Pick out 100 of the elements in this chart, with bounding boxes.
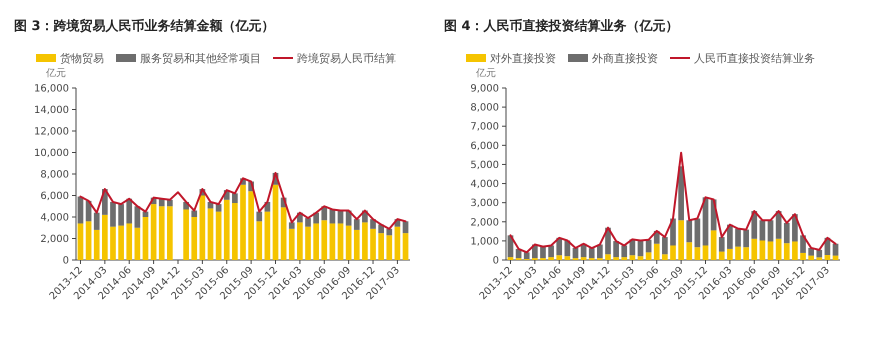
bar — [743, 230, 749, 248]
bar — [686, 242, 692, 260]
bar — [588, 248, 595, 258]
bar — [158, 206, 165, 260]
y-tick-label: 16,000 — [34, 84, 69, 94]
bar — [240, 184, 246, 260]
y-tick-label: 6,000 — [470, 140, 499, 152]
y-tick-label: 2,000 — [40, 234, 69, 245]
legend-label: 人民币直接投资结算业务 — [694, 52, 815, 65]
bar — [572, 248, 578, 258]
bar — [126, 223, 132, 260]
legend-label: 对外直接投资 — [490, 52, 556, 65]
bar — [548, 257, 554, 260]
bar — [718, 237, 725, 252]
bar — [378, 233, 384, 260]
chart-title: 图 3：跨境贸易人民币业务结算金额（亿元） — [14, 18, 275, 34]
y-tick-label: 8,000 — [40, 170, 69, 180]
bar — [305, 226, 311, 260]
legend-label: 货物贸易 — [60, 52, 104, 65]
y-tick-label: 7,000 — [470, 122, 499, 133]
bar — [134, 228, 140, 260]
bar — [191, 217, 198, 260]
bar — [580, 257, 586, 260]
y-tick-label: 0 — [62, 256, 69, 266]
bar — [524, 252, 530, 260]
bar — [800, 252, 806, 260]
bar — [208, 208, 214, 260]
y-tick-label: 2,000 — [470, 217, 499, 228]
bar — [540, 246, 546, 258]
y-tick-label: 14,000 — [34, 105, 69, 116]
bar — [183, 209, 189, 260]
bar — [630, 255, 636, 260]
bar — [743, 247, 749, 260]
bar — [191, 210, 198, 217]
line-series — [509, 152, 837, 254]
bar — [662, 254, 668, 260]
bar — [702, 197, 708, 246]
y-tick-label: 10,000 — [34, 148, 69, 159]
bar — [638, 240, 644, 256]
bar — [362, 222, 368, 260]
bar — [686, 220, 692, 242]
bar — [548, 245, 554, 258]
bar — [605, 254, 611, 260]
bar — [784, 243, 790, 260]
bar — [402, 233, 408, 260]
bar — [264, 212, 270, 260]
legend-label: 外商直接投资 — [592, 52, 658, 65]
bar — [313, 223, 319, 260]
bar — [386, 235, 392, 260]
bar — [150, 204, 156, 260]
bar — [280, 207, 286, 260]
bar — [670, 218, 676, 246]
bar — [735, 228, 741, 247]
bar — [94, 230, 100, 260]
bar — [760, 220, 766, 241]
bar — [621, 257, 628, 260]
bar — [110, 226, 116, 260]
bar — [751, 238, 758, 260]
bar — [354, 230, 360, 260]
bar — [321, 220, 328, 260]
bar — [784, 222, 790, 244]
bar — [142, 212, 148, 217]
y-tick-label: 5,000 — [470, 160, 499, 171]
bar — [94, 212, 100, 230]
bar — [718, 252, 725, 260]
bar — [142, 217, 148, 260]
legend-label: 服务贸易和其他经常项目 — [140, 52, 261, 65]
bar — [710, 230, 716, 260]
bar — [288, 228, 295, 260]
bar — [760, 240, 766, 260]
bar — [297, 222, 303, 260]
bar — [216, 212, 222, 260]
y-tick-label: 4,000 — [470, 179, 499, 190]
bar — [768, 220, 774, 242]
bar — [224, 200, 230, 260]
y-tick-label: 0 — [492, 256, 499, 266]
y-axis-title: 亿元 — [45, 68, 66, 79]
bar — [816, 257, 822, 260]
y-tick-label: 6,000 — [40, 191, 69, 202]
bar — [305, 218, 311, 227]
bar — [354, 219, 360, 230]
bar — [232, 203, 238, 260]
bar — [824, 255, 830, 260]
bar — [402, 221, 408, 234]
bar — [694, 247, 700, 260]
bar — [694, 218, 700, 248]
bar — [370, 228, 376, 260]
bar — [232, 193, 238, 204]
bar — [386, 228, 392, 236]
bar — [832, 256, 838, 260]
line-series — [79, 172, 407, 230]
bar — [330, 223, 336, 260]
bar — [167, 206, 173, 260]
y-tick-label: 8,000 — [470, 102, 499, 114]
bar — [118, 226, 124, 260]
bar — [670, 245, 676, 260]
bar — [678, 220, 684, 260]
bar — [394, 226, 400, 260]
bar — [338, 210, 344, 224]
bar — [200, 196, 206, 260]
